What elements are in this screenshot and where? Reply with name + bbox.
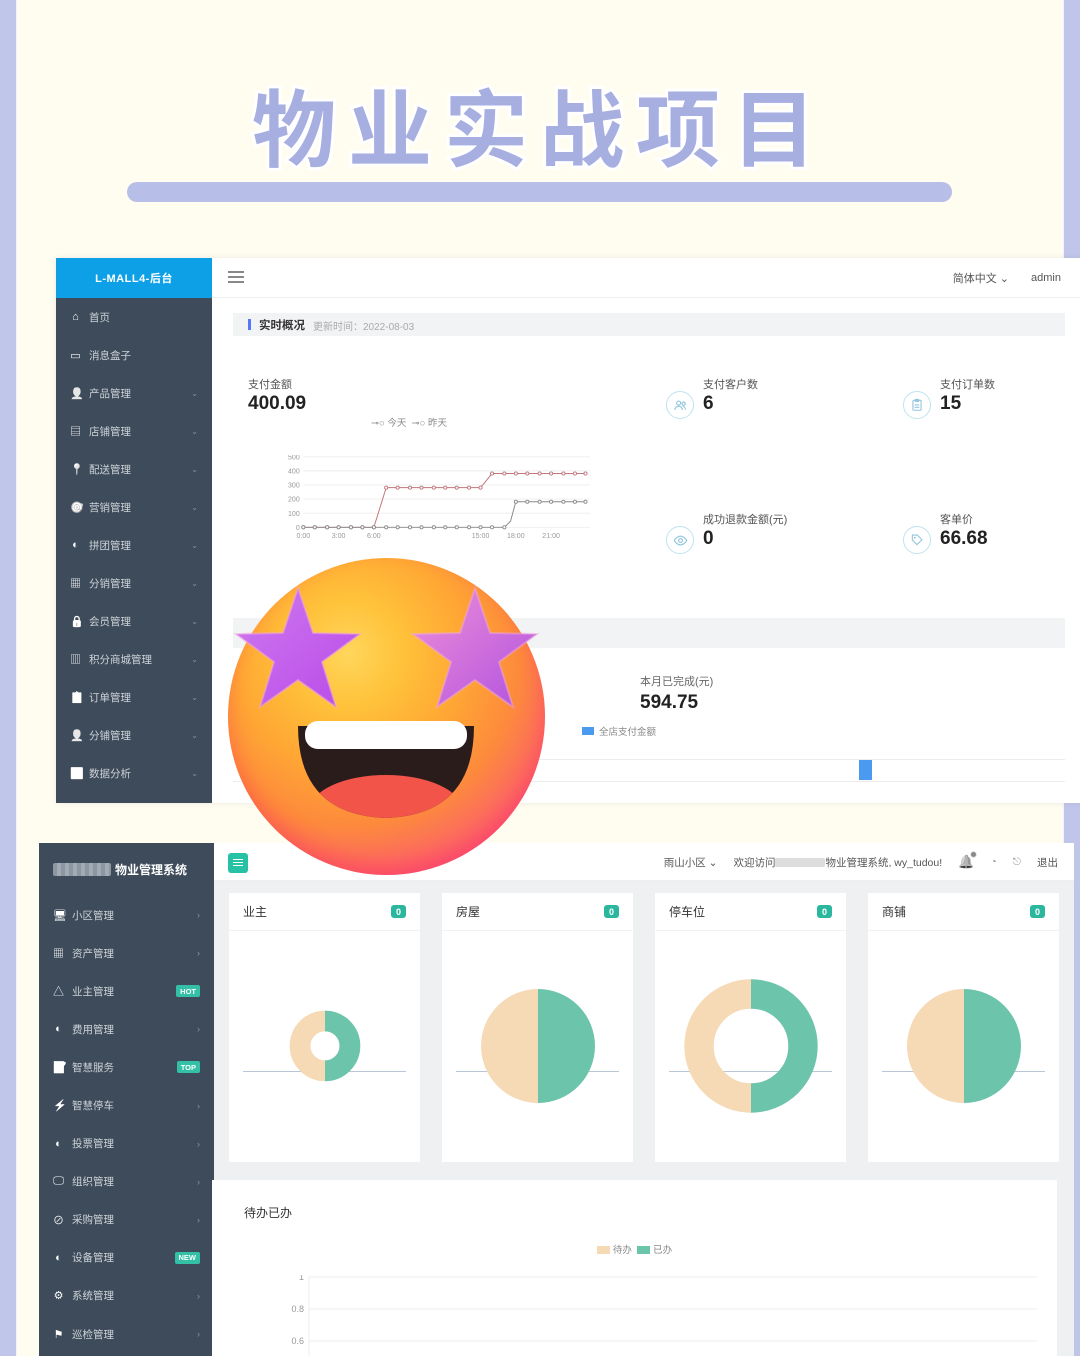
svg-text:0:00: 0:00 [296, 533, 310, 540]
svg-text:15:00: 15:00 [472, 533, 490, 540]
svg-text:18:00: 18:00 [507, 533, 525, 540]
svg-text:300: 300 [288, 483, 300, 490]
svg-text:0.8: 0.8 [291, 1304, 304, 1314]
svg-text:400: 400 [288, 469, 300, 476]
svg-text:3:00: 3:00 [332, 533, 346, 540]
svg-text:100: 100 [288, 511, 300, 518]
svg-text:0.6: 0.6 [291, 1336, 304, 1346]
svg-text:1: 1 [299, 1275, 304, 1282]
svg-text:200: 200 [288, 497, 300, 504]
svg-text:6:00: 6:00 [367, 533, 381, 540]
svg-text:0: 0 [296, 525, 300, 532]
svg-text:21:00: 21:00 [542, 533, 560, 540]
svg-text:500: 500 [288, 455, 300, 461]
